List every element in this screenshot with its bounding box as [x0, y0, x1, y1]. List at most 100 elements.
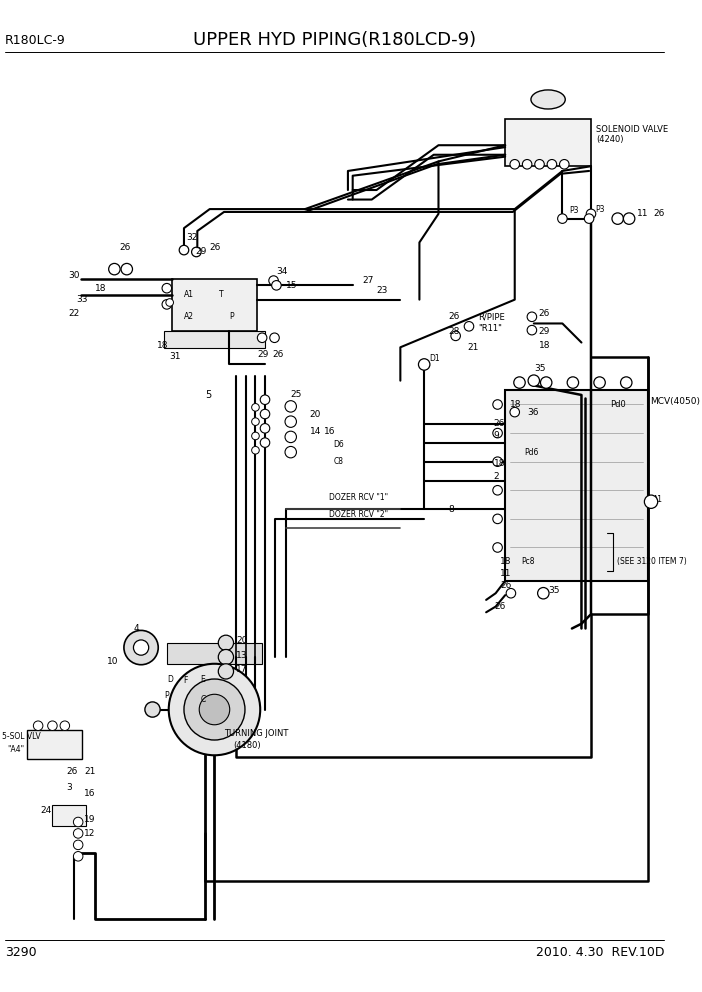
- Text: 18: 18: [510, 400, 522, 409]
- Text: 29: 29: [258, 350, 269, 359]
- Circle shape: [166, 299, 173, 307]
- Text: 5-SOL VLV: 5-SOL VLV: [2, 732, 41, 741]
- Bar: [164, 331, 265, 348]
- Text: "R11": "R11": [479, 323, 503, 332]
- Text: C8: C8: [333, 457, 343, 466]
- Text: 14: 14: [310, 427, 322, 435]
- Circle shape: [48, 721, 57, 730]
- Text: P: P: [229, 312, 233, 321]
- Circle shape: [541, 377, 552, 388]
- Circle shape: [218, 635, 234, 651]
- Text: 18: 18: [494, 459, 505, 468]
- Circle shape: [269, 276, 278, 286]
- Text: (SEE 3120 ITEM 7): (SEE 3120 ITEM 7): [617, 558, 687, 566]
- Text: 26: 26: [448, 312, 459, 321]
- Circle shape: [168, 664, 260, 755]
- Text: 16: 16: [324, 427, 336, 435]
- Circle shape: [557, 214, 567, 223]
- Circle shape: [109, 264, 120, 275]
- Text: Pd6: Pd6: [524, 447, 538, 456]
- Text: R/PIPE: R/PIPE: [479, 312, 505, 321]
- Circle shape: [34, 721, 43, 730]
- Bar: [53, 805, 86, 825]
- Text: 26: 26: [538, 310, 550, 318]
- Circle shape: [510, 160, 519, 169]
- Circle shape: [493, 400, 503, 410]
- Text: 16: 16: [84, 789, 95, 798]
- Circle shape: [74, 828, 83, 838]
- Text: SOLENOID VALVE: SOLENOID VALVE: [596, 125, 668, 135]
- Bar: [27, 730, 82, 759]
- Circle shape: [514, 377, 525, 388]
- Circle shape: [535, 160, 544, 169]
- Circle shape: [124, 630, 158, 665]
- Text: 20: 20: [310, 410, 322, 419]
- Text: 29: 29: [538, 326, 550, 335]
- Text: Pc8: Pc8: [522, 558, 535, 566]
- Circle shape: [538, 587, 549, 599]
- Text: 24: 24: [40, 806, 51, 815]
- Text: 17: 17: [237, 665, 248, 674]
- Text: 35: 35: [534, 364, 545, 373]
- Circle shape: [260, 424, 270, 434]
- Circle shape: [218, 650, 234, 665]
- Circle shape: [272, 281, 282, 290]
- Circle shape: [251, 404, 259, 411]
- Circle shape: [74, 851, 83, 861]
- Circle shape: [418, 359, 430, 370]
- Text: A1: A1: [653, 495, 663, 504]
- Text: 28: 28: [448, 326, 459, 335]
- Circle shape: [285, 432, 296, 442]
- Circle shape: [184, 679, 245, 740]
- Text: 18: 18: [95, 284, 107, 293]
- Circle shape: [285, 416, 296, 428]
- Text: R180LC-9: R180LC-9: [5, 34, 65, 47]
- Circle shape: [644, 495, 658, 508]
- Text: 23: 23: [376, 286, 388, 295]
- Circle shape: [547, 160, 557, 169]
- Text: Pd0: Pd0: [610, 400, 625, 409]
- Circle shape: [586, 209, 596, 218]
- Circle shape: [60, 721, 69, 730]
- Text: C: C: [200, 695, 206, 704]
- Text: 30: 30: [69, 271, 80, 281]
- Text: T: T: [219, 291, 224, 300]
- Text: 26: 26: [67, 767, 78, 776]
- Text: 18: 18: [501, 558, 512, 566]
- Text: 11: 11: [501, 568, 512, 577]
- Text: 10: 10: [107, 658, 118, 667]
- Circle shape: [74, 817, 83, 826]
- Text: 13: 13: [237, 651, 248, 660]
- Text: D: D: [167, 675, 173, 683]
- Text: 26: 26: [494, 419, 505, 429]
- Text: DOZER RCV "1": DOZER RCV "1": [329, 493, 388, 502]
- Circle shape: [584, 214, 594, 223]
- Text: P3: P3: [595, 204, 604, 213]
- Circle shape: [493, 543, 503, 553]
- Circle shape: [251, 446, 259, 454]
- Circle shape: [179, 245, 189, 255]
- Text: 2010. 4.30  REV.10D: 2010. 4.30 REV.10D: [536, 946, 664, 959]
- Circle shape: [522, 160, 532, 169]
- Circle shape: [285, 401, 296, 412]
- Text: 36: 36: [527, 408, 538, 417]
- Text: 12: 12: [84, 829, 95, 838]
- Circle shape: [594, 377, 605, 388]
- Circle shape: [567, 377, 578, 388]
- Text: 21: 21: [84, 767, 95, 776]
- Text: 3: 3: [67, 783, 72, 793]
- Text: MCV(4050): MCV(4050): [650, 397, 700, 406]
- Circle shape: [493, 514, 503, 524]
- Text: 32: 32: [186, 233, 197, 242]
- Text: 9: 9: [494, 432, 500, 440]
- Text: 26: 26: [653, 209, 664, 218]
- Text: "A4": "A4": [8, 745, 25, 754]
- Circle shape: [121, 264, 133, 275]
- Text: 8: 8: [448, 505, 453, 514]
- Text: 27: 27: [362, 276, 373, 285]
- Circle shape: [493, 429, 503, 437]
- Text: (4180): (4180): [234, 741, 261, 750]
- Text: 5: 5: [205, 390, 211, 400]
- Bar: [167, 643, 262, 664]
- Text: 31: 31: [170, 352, 181, 361]
